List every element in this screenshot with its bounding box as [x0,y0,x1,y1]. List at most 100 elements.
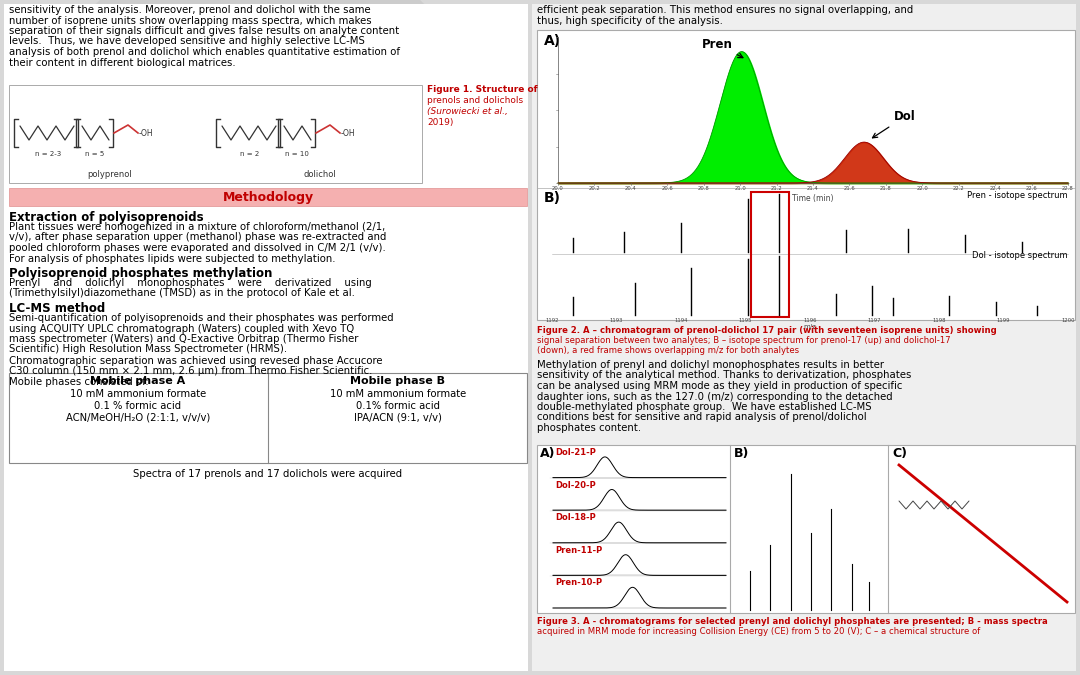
Text: thus, high specificity of the analysis.: thus, high specificity of the analysis. [537,16,723,26]
Text: LC-MS method: LC-MS method [9,302,105,315]
Text: phosphates content.: phosphates content. [537,423,642,433]
Text: mass spectrometer (Waters) and Q-Exactive Orbitrap (Thermo Fisher: mass spectrometer (Waters) and Q-Exactiv… [9,334,359,344]
Text: Mobile phases consisted of:: Mobile phases consisted of: [9,377,149,387]
Text: Pren - isotope spectrum: Pren - isotope spectrum [968,191,1068,200]
Text: (Trimethylsilyl)diazomethane (TMSD) as in the protocol of Kale et al.: (Trimethylsilyl)diazomethane (TMSD) as i… [9,288,355,298]
FancyBboxPatch shape [9,373,527,463]
Text: 21.8: 21.8 [880,186,892,191]
Text: For analysis of phosphates lipids were subjected to methylation.: For analysis of phosphates lipids were s… [9,254,336,263]
Text: Pren: Pren [702,38,743,57]
Text: Figure 3. A - chromatograms for selected prenyl and dolichyl phosphates are pres: Figure 3. A - chromatograms for selected… [537,617,1048,626]
Text: (down), a red frame shows overlapping m/z for both analytes: (down), a red frame shows overlapping m/… [537,346,799,355]
Text: number of isoprene units show overlapping mass spectra, which makes: number of isoprene units show overlappin… [9,16,372,26]
Text: 0.1% formic acid: 0.1% formic acid [356,401,440,411]
FancyBboxPatch shape [532,4,1076,671]
Text: 1200: 1200 [1062,318,1075,323]
Text: Methylation of prenyl and dolichyl monophosphates results in better: Methylation of prenyl and dolichyl monop… [537,360,885,370]
Text: Prenyl    and    dolichyl    monophosphates    were    derivatized    using: Prenyl and dolichyl monophosphates were … [9,278,372,288]
Text: Chromatographic separation was achieved using revesed phase Accucore: Chromatographic separation was achieved … [9,356,382,366]
FancyBboxPatch shape [537,445,1075,613]
Text: B): B) [734,447,750,460]
Text: Spectra of 17 prenols and 17 dolichols were acquired: Spectra of 17 prenols and 17 dolichols w… [134,469,403,479]
Text: IPA/ACN (9:1, v/v): IPA/ACN (9:1, v/v) [354,413,442,423]
Text: Extraction of polyisoprenoids: Extraction of polyisoprenoids [9,211,204,224]
Text: 1193: 1193 [610,318,623,323]
Text: Time (min): Time (min) [793,194,834,203]
Text: 1199: 1199 [997,318,1010,323]
Text: 22.0: 22.0 [917,186,928,191]
Text: Mobile phase B: Mobile phase B [351,376,446,386]
Text: double-methylated phosphate group.  We have established LC-MS: double-methylated phosphate group. We ha… [537,402,872,412]
Text: efficient peak separation. This method ensures no signal overlapping, and: efficient peak separation. This method e… [537,5,914,15]
Text: (Surowiecki et al.,: (Surowiecki et al., [427,107,508,116]
Text: signal separation between two analytes; B – isotope spectrum for prenol-17 (up) : signal separation between two analytes; … [537,336,950,345]
Text: Dol-18-P: Dol-18-P [555,513,596,522]
Text: Dol - isotope spectrum: Dol - isotope spectrum [972,251,1068,260]
Ellipse shape [50,0,470,280]
Text: 22.4: 22.4 [989,186,1001,191]
Text: sensitivity of the analytical method. Thanks to derivatization, phosphates: sensitivity of the analytical method. Th… [537,371,912,381]
FancyBboxPatch shape [4,4,528,671]
Text: n = 2: n = 2 [241,151,259,157]
Text: 20.0: 20.0 [552,186,564,191]
Text: 10 mM ammonium formate: 10 mM ammonium formate [329,389,467,399]
Text: Dol: Dol [873,110,916,138]
Text: 21.2: 21.2 [771,186,782,191]
Text: n = 5: n = 5 [85,151,105,157]
Text: sensitivity of the analysis. Moreover, prenol and dolichol with the same: sensitivity of the analysis. Moreover, p… [9,5,370,15]
Text: separation of their signals difficult and gives false results on analyte content: separation of their signals difficult an… [9,26,400,36]
Text: 22.8: 22.8 [1062,186,1074,191]
FancyBboxPatch shape [537,30,1075,320]
Text: n = 2-3: n = 2-3 [35,151,62,157]
Text: -OH: -OH [341,128,355,138]
Text: dolichol: dolichol [303,170,336,179]
Text: 1196: 1196 [804,318,816,323]
Text: levels.  Thus, we have developed sensitive and highly selective LC-MS: levels. Thus, we have developed sensitiv… [9,36,365,47]
Text: Figure 1. Structure of: Figure 1. Structure of [427,85,538,94]
Text: Mobile phase A: Mobile phase A [91,376,186,386]
Text: -OH: -OH [139,128,153,138]
Text: Dol-21-P: Dol-21-P [555,448,596,457]
Text: daughter ions, such as the 127.0 (m/z) corresponding to the detached: daughter ions, such as the 127.0 (m/z) c… [537,392,893,402]
Text: pooled chloroform phases were evaporated and dissolved in C/M 2/1 (v/v).: pooled chloroform phases were evaporated… [9,243,386,253]
FancyBboxPatch shape [9,188,527,206]
Text: 20.6: 20.6 [661,186,673,191]
Text: m/z: m/z [804,324,816,330]
Text: 21.0: 21.0 [734,186,746,191]
Text: can be analysed using MRM mode as they yield in production of specific: can be analysed using MRM mode as they y… [537,381,903,391]
Text: C): C) [892,447,907,460]
Text: acquired in MRM mode for increasing Collision Energy (CE) from 5 to 20 (V); C – : acquired in MRM mode for increasing Coll… [537,627,981,636]
Text: A): A) [544,34,562,48]
Text: A): A) [540,447,555,460]
Text: Scientific) High Resolution Mass Spectrometer (HRMS).: Scientific) High Resolution Mass Spectro… [9,344,287,354]
Text: 1195: 1195 [739,318,753,323]
Text: their content in different biological matrices.: their content in different biological ma… [9,57,235,68]
Text: Pren-11-P: Pren-11-P [555,546,603,555]
Text: 1192: 1192 [545,318,558,323]
Text: 21.4: 21.4 [807,186,819,191]
Text: C30 column (150 mm × 2.1 mm, 2.6 μm) from Thermo Fisher Scientific.: C30 column (150 mm × 2.1 mm, 2.6 μm) fro… [9,367,373,377]
Text: ACN/MeOH/H₂O (2:1:1, v/v/v): ACN/MeOH/H₂O (2:1:1, v/v/v) [66,413,211,423]
Text: conditions best for sensitive and rapid analysis of prenol/dolichol: conditions best for sensitive and rapid … [537,412,866,423]
Text: Figure 2. A – chromatogram of prenol-dolichol 17 pair (with seventeen isoprene u: Figure 2. A – chromatogram of prenol-dol… [537,326,997,335]
Text: B): B) [544,191,561,205]
Text: 20.2: 20.2 [589,186,600,191]
Text: 2019): 2019) [427,118,454,127]
Text: polyprenol: polyprenol [87,170,133,179]
Text: Semi-quantification of polyisoprenoids and their phosphates was performed: Semi-quantification of polyisoprenoids a… [9,313,393,323]
Text: 1194: 1194 [674,318,688,323]
Text: 22.6: 22.6 [1026,186,1038,191]
Text: v/v), after phase separation upper (methanol) phase was re-extracted and: v/v), after phase separation upper (meth… [9,232,387,242]
Text: n = 10: n = 10 [285,151,309,157]
FancyBboxPatch shape [9,85,422,183]
Text: 20.8: 20.8 [698,186,710,191]
Text: analysis of both prenol and dolichol which enables quantitative estimation of: analysis of both prenol and dolichol whi… [9,47,400,57]
Text: Pren-10-P: Pren-10-P [555,578,603,587]
Text: 1197: 1197 [867,318,881,323]
Text: 21.6: 21.6 [843,186,855,191]
Text: prenols and dolichols: prenols and dolichols [427,96,523,105]
Text: Polyisoprenoid phosphates methylation: Polyisoprenoid phosphates methylation [9,267,272,280]
Text: 20.4: 20.4 [625,186,637,191]
Text: 22.2: 22.2 [953,186,964,191]
Text: 1198: 1198 [932,318,946,323]
